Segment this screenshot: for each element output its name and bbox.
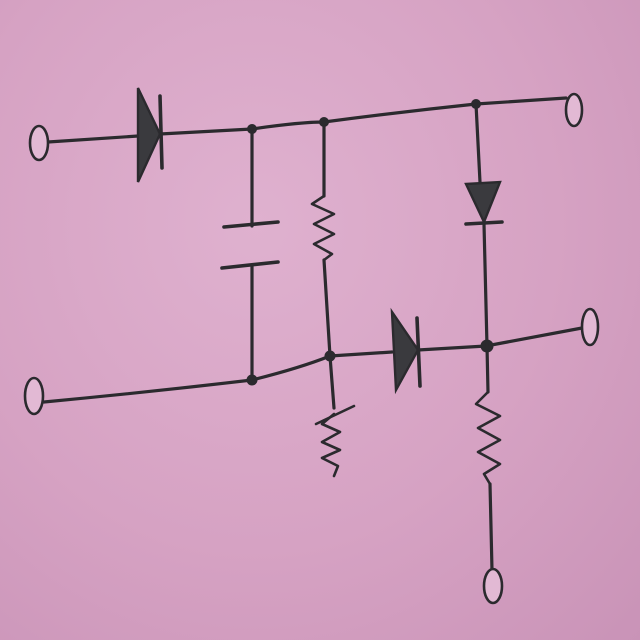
wire-d2-to-right-node: [416, 344, 488, 352]
resistor-r1-zigzag: [310, 194, 336, 262]
wire-r2-top: [328, 354, 336, 410]
right-branch: [464, 102, 504, 572]
wire-d3-top: [474, 102, 482, 184]
resistor-r3: [474, 344, 502, 572]
resistor-r1: [310, 120, 336, 358]
resistor-r2-zigzag: [320, 412, 342, 478]
wire-d3-to-node: [482, 222, 489, 348]
resistor-r3-zigzag: [474, 390, 502, 486]
wire-bottom-left: [42, 354, 332, 404]
wire-bottom-right: [484, 326, 584, 348]
diode-d2-bar: [415, 316, 422, 388]
diode-d3-triangle: [464, 180, 502, 225]
wire-r3-bottom: [488, 482, 494, 572]
diode-d2-triangle: [390, 307, 420, 395]
diode-d1-bar: [158, 94, 164, 170]
wire-bottom-to-d2: [328, 350, 394, 358]
terminal-top-right: [564, 92, 584, 128]
wire-d1-to-c1-node: [158, 127, 254, 136]
wire-top-left-to-d1: [46, 134, 140, 144]
diode-d1-triangle: [136, 87, 162, 183]
capacitor-c1: [220, 127, 280, 382]
top-rail: [46, 96, 568, 144]
wire-r1-bottom: [322, 258, 332, 358]
node-bottom-c1: [246, 374, 258, 386]
capacitor-c1-plate-bottom: [220, 260, 280, 270]
diode-d2: [390, 307, 422, 395]
terminal-bottom-left: [23, 376, 45, 416]
capacitor-c1-plate-top: [222, 220, 280, 229]
terminal-bottom: [482, 567, 504, 605]
wire-top-rail-right: [474, 96, 568, 106]
wire-r3-top: [485, 344, 490, 394]
terminal-top-left: [28, 124, 50, 162]
wire-top-rail-middle: [250, 102, 478, 131]
bottom-rail: [42, 326, 584, 404]
diode-d1: [136, 87, 164, 183]
resistor-r2: [314, 354, 356, 478]
terminal-middle-right: [580, 307, 600, 347]
diode-d3: [464, 180, 504, 226]
resistor-r2-cap: [314, 404, 356, 426]
